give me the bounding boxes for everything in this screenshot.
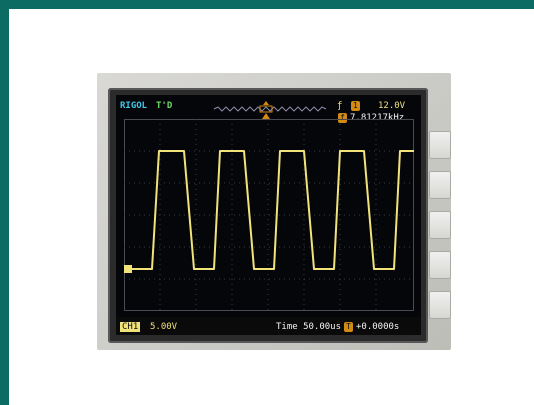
waveform-trace [124,150,414,270]
side-button [429,131,451,159]
waveform-graticule [124,119,414,311]
trigger-level: 12.0V [378,101,406,111]
trigger-status: T'D [156,101,173,111]
scope-display: RIGOL T'D ƒ 1 12.0V f 7.81217kHz [116,95,421,335]
channel-scale: 5.00V [150,322,178,332]
side-buttons [429,131,451,331]
trigger-edge-icon: ƒ [337,101,343,111]
frequency-readout: 7.81217kHz [350,113,405,123]
channel-indicator: CH1 [120,322,141,332]
side-button [429,251,451,279]
memory-position-indicator [213,101,327,119]
timebase: Time 50.00us [276,322,342,332]
oscilloscope-photo: RIGOL T'D ƒ 1 12.0V f 7.81217kHz [97,73,451,350]
side-button [429,291,451,319]
side-button [429,171,451,199]
trigger-offset: +0.0000s [356,322,400,332]
trigger-offset-icon: T [344,322,353,332]
side-button [429,211,451,239]
brand-label: RIGOL [120,101,148,111]
channel-badge-icon: 1 [351,101,360,111]
ground-marker [124,265,132,273]
frequency-icon: f [338,113,347,123]
